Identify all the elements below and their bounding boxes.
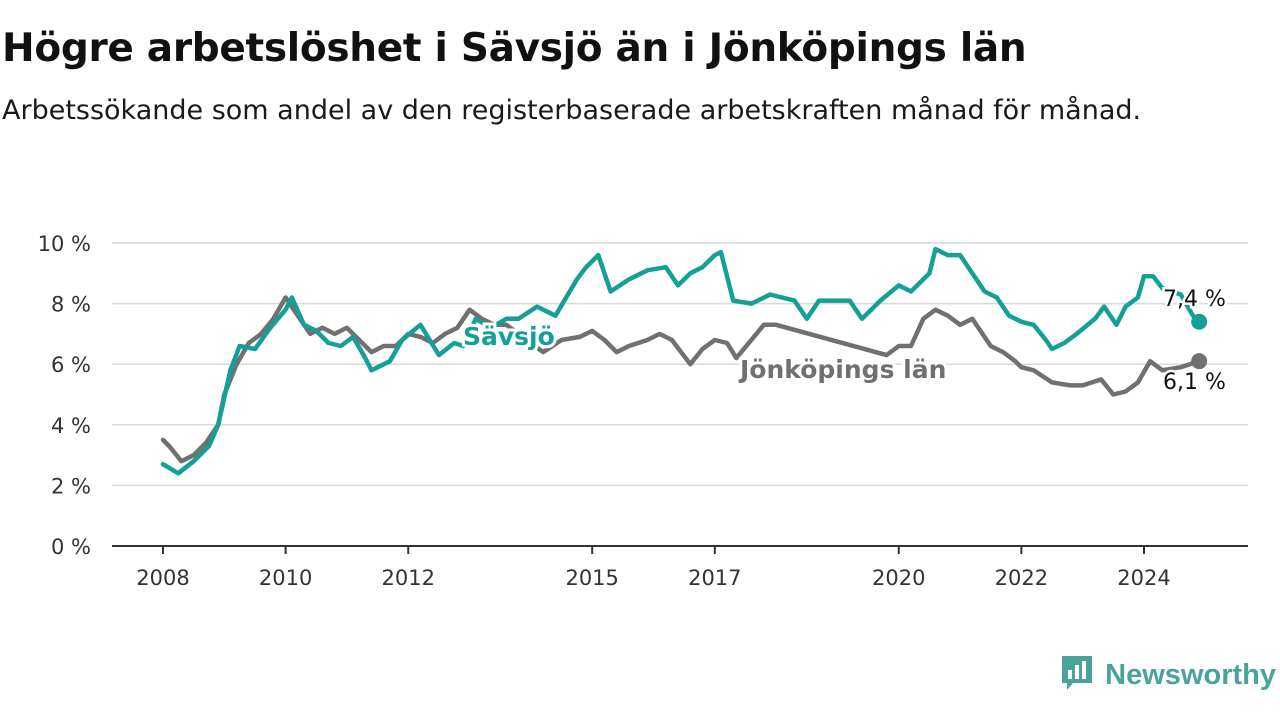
x-tick-label: 2012 bbox=[382, 566, 435, 590]
brand-name: Newsworthy bbox=[1105, 658, 1276, 691]
series-lines bbox=[160, 246, 1208, 476]
y-tick-label: 6 % bbox=[51, 353, 91, 377]
end-marker-savsjo bbox=[1191, 313, 1208, 330]
newsworthy-logo-icon bbox=[1059, 653, 1095, 697]
y-tick-label: 8 % bbox=[51, 293, 91, 317]
end-label-savsjo: 7,4 % bbox=[1163, 287, 1226, 312]
series-line-savsjo bbox=[160, 246, 1202, 476]
x-tick-label: 2024 bbox=[1117, 566, 1170, 590]
series-label-jonkopings-lan: Jönköpings län bbox=[738, 355, 946, 384]
x-tick-label: 2022 bbox=[995, 566, 1048, 590]
series-label-savsjo: Sävsjö bbox=[463, 322, 555, 351]
x-tick-label: 2020 bbox=[872, 566, 925, 590]
x-tick-label: 2008 bbox=[136, 566, 189, 590]
y-tick-label: 10 % bbox=[38, 232, 91, 256]
x-tick-label: 2010 bbox=[259, 566, 312, 590]
y-tick-label: 4 % bbox=[51, 414, 91, 438]
y-tick-label: 0 % bbox=[51, 535, 91, 559]
x-tick-label: 2017 bbox=[688, 566, 741, 590]
series-line-jonkopings-lan bbox=[160, 295, 1202, 464]
gridlines bbox=[112, 242, 1248, 487]
y-tick-label: 2 % bbox=[51, 474, 91, 498]
chart-subtitle: Arbetssökande som andel av den registerb… bbox=[2, 95, 1142, 126]
x-tick-label: 2015 bbox=[565, 566, 618, 590]
end-marker-jonkopings-lan bbox=[1191, 353, 1208, 370]
y-axis-tick-labels: 0 % 2 % 4 % 6 % 8 % 10 % bbox=[38, 232, 91, 559]
chart-title: Högre arbetslöshet i Sävsjö än i Jönköpi… bbox=[2, 26, 1027, 71]
end-label-jonkopings-lan: 6,1 % bbox=[1163, 370, 1226, 395]
newsworthy-brand[interactable]: Newsworthy bbox=[1059, 653, 1276, 697]
x-axis: 2008 2010 2012 2015 2017 2020 2022 2024 bbox=[112, 545, 1248, 590]
